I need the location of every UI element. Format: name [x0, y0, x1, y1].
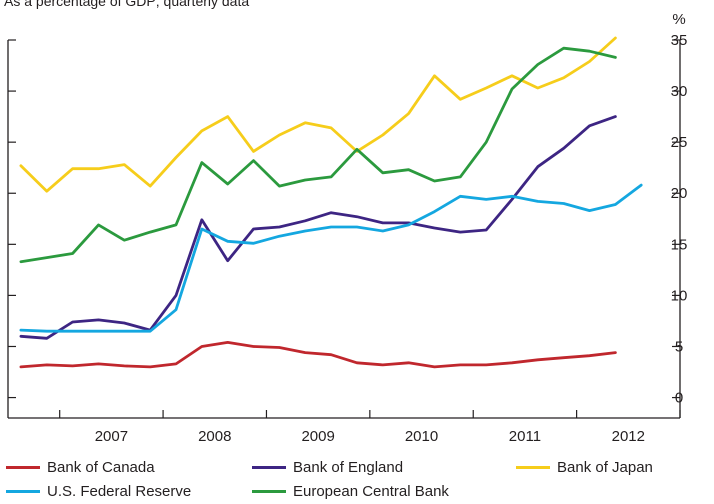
legend-swatch-bank-of-canada — [6, 466, 40, 469]
x-tick-label: 2009 — [301, 428, 334, 445]
y-tick-label: 10 — [671, 287, 688, 304]
series-layer — [19, 36, 643, 369]
legend-item-us-federal-reserve: U.S. Federal Reserve — [6, 483, 191, 500]
legend-label-bank-of-england: Bank of England — [293, 459, 404, 476]
x-tick-label: 2012 — [612, 428, 645, 445]
x-tick-label: 2007 — [95, 428, 128, 445]
y-tick-label: 0 — [675, 390, 683, 407]
y-tick-label: 30 — [671, 83, 688, 100]
legend-item-bank-of-canada: Bank of Canada — [6, 459, 155, 476]
chart-axes: 0 5 10 15 20 25 30 35 2007 2008 2009 2010 2011 2012 — [7, 32, 688, 445]
legend-swatch-bank-of-england — [252, 466, 286, 469]
legend-swatch-us-federal-reserve — [6, 490, 40, 493]
legend-swatch-european-central-bank — [252, 490, 286, 493]
y-tick-label: 15 — [671, 236, 688, 253]
series-line-european-central-bank — [19, 46, 617, 264]
x-tick-label: 2011 — [509, 428, 541, 445]
legend-item-bank-of-england: Bank of England — [252, 459, 403, 476]
chart-subtitle: As a percentage of GDP; quarterly data — [4, 0, 250, 9]
x-tick-label: 2010 — [405, 428, 438, 445]
chart-legend: Bank of Canada Bank of England Bank of J… — [0, 456, 714, 504]
line-chart: 0 5 10 15 20 25 30 35 2007 2008 2009 2010 2011 2012 % — [7, 11, 688, 445]
series-line-bank-of-japan — [19, 36, 617, 193]
legend-label-bank-of-japan: Bank of Japan — [557, 459, 653, 476]
series-line-bank-of-canada — [19, 340, 617, 369]
legend-swatch-bank-of-japan — [516, 466, 550, 469]
legend-label-bank-of-canada: Bank of Canada — [47, 459, 155, 476]
legend-label-european-central-bank: European Central Bank — [293, 483, 449, 500]
y-tick-label: 20 — [671, 185, 688, 202]
legend-item-european-central-bank: European Central Bank — [252, 483, 449, 500]
legend-item-bank-of-japan: Bank of Japan — [516, 459, 653, 476]
legend-label-us-federal-reserve: U.S. Federal Reserve — [47, 483, 192, 500]
y-tick-label: 35 — [671, 32, 688, 49]
y-tick-label: 5 — [675, 338, 683, 355]
series-line-bank-of-england — [19, 115, 617, 340]
series-line-u-s-federal-reserve — [19, 183, 643, 333]
y-tick-label: 25 — [671, 134, 688, 151]
x-tick-label: 2008 — [198, 428, 231, 445]
y-axis-unit-label: % — [672, 11, 685, 28]
